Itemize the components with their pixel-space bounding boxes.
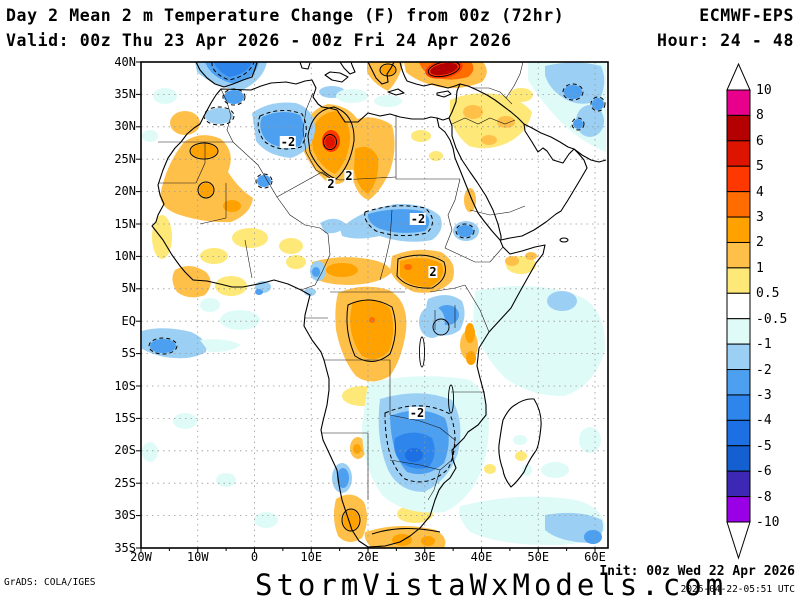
lat-label: 20S xyxy=(114,443,136,458)
colorbar-segment xyxy=(726,89,751,116)
lat-label: 30S xyxy=(114,508,136,523)
colorbar-tick-label: 10 xyxy=(756,83,772,98)
colorbar-segment xyxy=(726,216,751,243)
lat-label: 40N xyxy=(114,54,136,69)
lat-label: 5N xyxy=(121,281,136,296)
contour-label: 2 xyxy=(428,265,438,279)
colorbar-tick-label: 8 xyxy=(756,108,764,124)
colorbar-tick-label: -5 xyxy=(756,438,772,454)
axis-ticks xyxy=(136,61,596,553)
colorbar-tick-label: 5 xyxy=(756,159,764,175)
latlon-grid xyxy=(141,62,608,548)
colorbar-tick-label: 2 xyxy=(756,235,764,251)
colorbar-tick-label: -2 xyxy=(756,362,772,378)
colorbar-segment xyxy=(726,267,751,294)
lon-label: 60E xyxy=(584,550,606,564)
contour-lines-layer xyxy=(148,62,606,535)
lat-label: 35S xyxy=(114,540,136,555)
colorbar-arrow-top xyxy=(726,62,751,91)
contour-label: -2 xyxy=(409,212,427,226)
coastline-layer xyxy=(151,62,607,548)
lat-label: 30N xyxy=(114,119,136,134)
lon-label: 30E xyxy=(413,550,436,564)
colorbar-tick-label: -0.5 xyxy=(756,311,788,327)
lat-label: 25N xyxy=(114,151,136,166)
colorbar-tick-label: -8 xyxy=(756,489,772,505)
forecast-hour: Hour: 24 - 48 xyxy=(657,31,794,50)
colorbar-segment xyxy=(726,496,751,523)
colorbar-segment xyxy=(726,470,751,498)
colorbar-segment xyxy=(726,292,751,320)
colorbar-tick-label: 6 xyxy=(756,133,764,149)
lat-label: 35N xyxy=(114,86,136,101)
colorbar-segment xyxy=(726,140,751,167)
contour-label: 2 xyxy=(344,169,354,183)
colorbar-tick-label: -6 xyxy=(756,464,772,480)
colorbar-tick-label: -4 xyxy=(756,413,772,429)
lat-label: 10S xyxy=(114,378,136,393)
lon-label: 40E xyxy=(470,550,493,564)
lon-label: 0 xyxy=(250,550,259,564)
lat-label: 15N xyxy=(114,216,136,231)
colorbar-segments xyxy=(726,89,751,523)
colorbar-segment xyxy=(726,191,751,218)
colorbar-arrow-bottom xyxy=(726,521,751,560)
colorbar-tick-label: 3 xyxy=(756,210,764,226)
lat-label: EQ xyxy=(121,313,136,328)
valid-time-range: Valid: 00z Thu 23 Apr 2026 - 00z Fri 24 … xyxy=(6,31,512,50)
lakes-layer xyxy=(419,318,454,414)
colorbar-segment xyxy=(726,318,751,345)
page-title: Day 2 Mean 2 m Temperature Change (F) fr… xyxy=(6,6,565,25)
colorbar-tick-label: 1 xyxy=(756,260,764,276)
colorbar-tick-label: 0.5 xyxy=(756,286,780,302)
lat-label: 5S xyxy=(121,346,136,361)
colorbar-segment xyxy=(726,241,751,269)
contour-label: 2 xyxy=(326,177,336,191)
lon-label: 20W xyxy=(130,550,152,564)
colorbar-tick-label: 4 xyxy=(756,184,764,200)
colorbar-segment xyxy=(726,114,751,142)
colorbar xyxy=(726,62,751,560)
lat-label: 20N xyxy=(114,184,136,199)
colorbar-segment xyxy=(726,165,751,193)
grads-credit: GrADS: COLA/IGES xyxy=(4,577,96,588)
colorbar-segment xyxy=(726,343,751,371)
contour-label: -2 xyxy=(279,135,297,149)
colorbar-segment xyxy=(726,369,751,396)
colorbar-tick-label: -1 xyxy=(756,337,772,353)
lon-label: 10E xyxy=(300,550,323,564)
colorbar-tick-label: -10 xyxy=(756,515,780,530)
map-frame xyxy=(140,61,609,549)
contour-label: -2 xyxy=(408,406,426,420)
lat-label: 15S xyxy=(114,410,136,425)
lon-label: 50E xyxy=(527,550,550,564)
lat-label: 10N xyxy=(114,248,136,263)
model-init-time: Init: 00z Wed 22 Apr 2026 xyxy=(599,564,795,579)
colorbar-segment xyxy=(726,445,751,472)
site-watermark: StormVistaWxModels.com xyxy=(255,568,728,600)
colorbar-segment xyxy=(726,394,751,421)
colorbar-segment xyxy=(726,419,751,447)
lon-label: 20E xyxy=(357,550,379,564)
lon-label: 10W xyxy=(186,550,209,564)
colorbar-tick-label: -3 xyxy=(756,387,772,403)
render-timestamp: 2026-04-22-05:51 UTC xyxy=(680,584,795,595)
model-name: ECMWF-EPS xyxy=(699,6,794,25)
lat-label: 25S xyxy=(114,475,136,490)
